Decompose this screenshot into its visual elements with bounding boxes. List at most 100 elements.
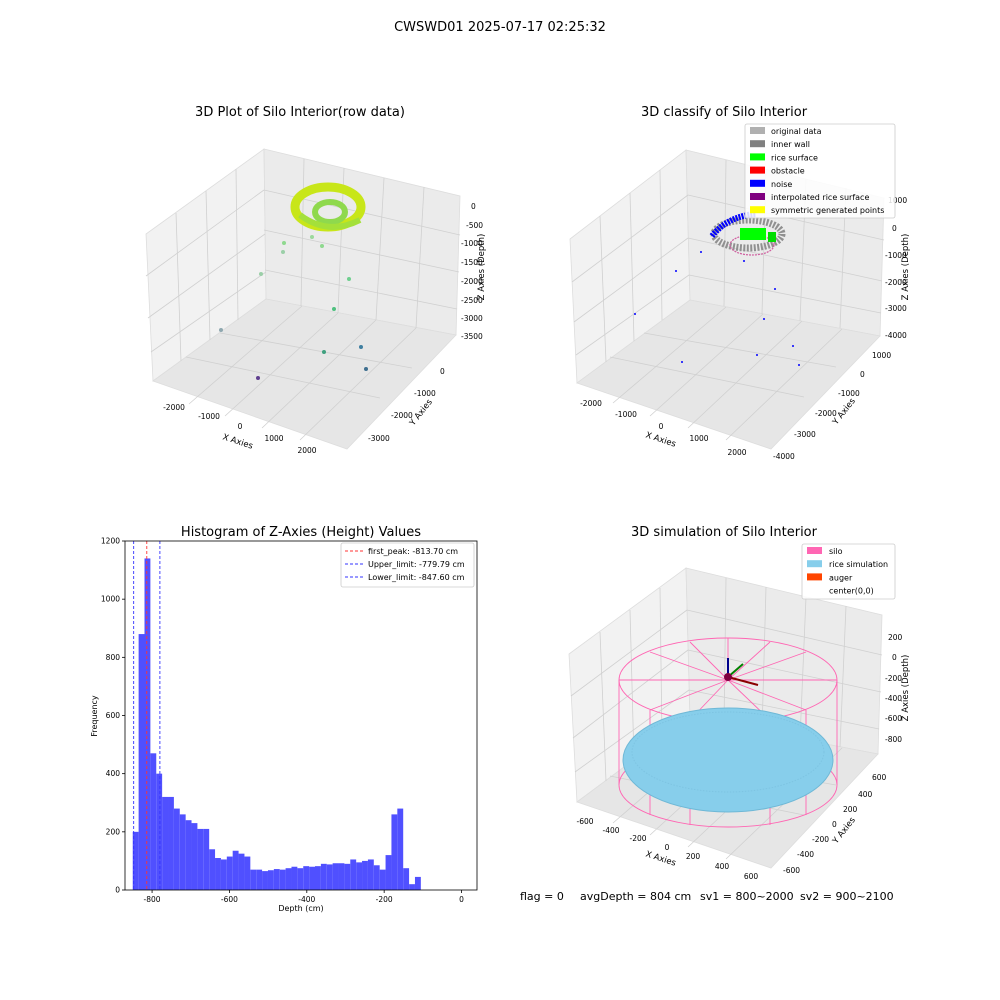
status-avg-depth: avgDepth = 804 cm [580, 890, 691, 903]
simulation-title: 3D simulation of Silo Interior [631, 525, 818, 540]
raw-x-ticks: -2000 -1000 0 1000 2000 [163, 403, 317, 455]
classify-noise-point [798, 364, 800, 366]
raw-grid [219, 332, 413, 369]
histogram-x-tick-label: 0 [459, 895, 464, 904]
raw-grid [205, 190, 211, 341]
classify-rice-surface [740, 228, 766, 240]
raw-grid [300, 158, 305, 307]
histogram-bar [215, 858, 221, 890]
raw-point [219, 328, 223, 332]
histogram-bar [168, 796, 174, 890]
raw-silo-inner [312, 199, 348, 225]
raw-point [282, 241, 286, 245]
simulation-grid [687, 649, 882, 693]
simulation-grid [599, 631, 607, 782]
histogram-bar [197, 828, 204, 890]
silo-roof-spoke [727, 641, 771, 681]
classify-legend-swatch [750, 127, 765, 134]
classify-y-tick: 1000 [872, 351, 891, 360]
raw-point [347, 277, 351, 281]
histogram-y-tick-label: 600 [106, 711, 121, 720]
raw-point [281, 250, 285, 254]
raw-point [322, 350, 326, 354]
classify-legend-swatch [750, 153, 765, 161]
raw-grid [185, 356, 381, 399]
sim-y-tick: -400 [797, 850, 814, 859]
histogram-bar [379, 869, 386, 890]
simulation-x-ticks: -600 -400 -200 0 200 400 600 [576, 817, 758, 881]
classify-z-tick: -3000 [885, 304, 907, 313]
histogram-bar [332, 863, 339, 890]
histogram-bar [209, 849, 216, 890]
raw-z-tick: -2500 [461, 296, 483, 305]
histogram-bar [409, 884, 415, 890]
classify-pane-floor [576, 299, 881, 450]
histogram-bar [250, 869, 257, 890]
simulation-legend-label: auger [829, 573, 853, 582]
histogram-bar [414, 876, 421, 890]
silo-roof-spoke [649, 651, 729, 681]
raw-y-tick: -2000 [391, 411, 413, 420]
raw-grid [299, 327, 417, 441]
simulation-legend-swatch [807, 547, 822, 554]
raw-grid [150, 271, 267, 353]
classify-grid [575, 274, 690, 356]
classify-x-tick: 1000 [689, 434, 708, 443]
simulation-legend-label: rice simulation [829, 560, 888, 569]
raw-x-tick: 1000 [264, 434, 283, 443]
histogram-x-ticks: -800 -600 -400 -200 0 [144, 890, 464, 904]
classify-legend-label: obstacle [771, 167, 805, 176]
raw-point [364, 367, 368, 371]
histogram-title: Histogram of Z-Axies (Height) Values [181, 525, 421, 540]
histogram-bar [385, 855, 392, 890]
raw-points [219, 182, 368, 380]
simulation-grid [574, 689, 690, 773]
simulation-legend-label: center(0,0) [829, 587, 874, 596]
silo-roof-spoke [727, 651, 807, 681]
histogram-bar [132, 831, 139, 890]
raw-z-ticks: 0 -500 -1000 -1500 -2000 -2500 -3000 -35… [461, 202, 483, 341]
classify-grid [629, 192, 635, 342]
histogram-bar [403, 868, 410, 890]
sim-x-tick: 600 [744, 872, 759, 881]
raw-grid [224, 312, 339, 417]
classify-x-tick: 0 [659, 422, 664, 431]
raw-point [259, 272, 263, 276]
histogram-y-ticks: 0 200 400 600 800 1000 1200 [101, 537, 125, 895]
status-flag: flag = 0 [520, 890, 564, 903]
classify-rice-surface [768, 232, 776, 242]
histogram-legend-label: first_peak: -813.70 cm [368, 547, 458, 556]
classify-z-ticks: 1000 0 -1000 -2000 -3000 -4000 [885, 196, 907, 340]
simulation-legend-frame [801, 543, 896, 600]
classify-x-label: X Axies [644, 430, 677, 449]
raw-point [310, 235, 314, 239]
simulation-y-ticks: 600 400 200 0 -200 -400 -600 [783, 773, 887, 875]
raw-z-tick: 0 [471, 202, 476, 211]
histogram-bar [391, 814, 398, 890]
histogram-y-tick-label: 200 [106, 827, 121, 836]
raw-z-label: Z Axies (Depth) [477, 234, 487, 301]
classify-z-tick: 1000 [888, 196, 907, 205]
histogram-bar [273, 869, 280, 890]
classify-y-tick: -1000 [838, 389, 860, 398]
raw-z-tick: -1500 [461, 258, 483, 267]
classify-legend-label: inner wall [771, 140, 810, 149]
histogram-x-tick-label: -200 [376, 895, 393, 904]
auger-center-point [724, 673, 732, 681]
histogram-bar [350, 859, 357, 890]
classify-y-tick: -2000 [815, 409, 837, 418]
histogram-bar [297, 868, 304, 890]
histogram-x-tick-label: -600 [221, 895, 238, 904]
status-line: flag = 0 avgDepth = 804 cm sv1 = 800~200… [520, 890, 894, 903]
classify-z-tick: 0 [892, 224, 897, 233]
silo-roof-spoke [649, 679, 729, 711]
histogram-y-tick-label: 1200 [101, 537, 120, 546]
classify-z-label: Z Axies (Depth) [901, 234, 911, 301]
histogram-bar [226, 856, 233, 890]
histogram-bar [138, 634, 145, 890]
classify-legend-swatch [750, 140, 765, 148]
raw-grid [235, 168, 239, 321]
histogram-bar [356, 862, 363, 890]
histogram-vlines [133, 541, 161, 890]
